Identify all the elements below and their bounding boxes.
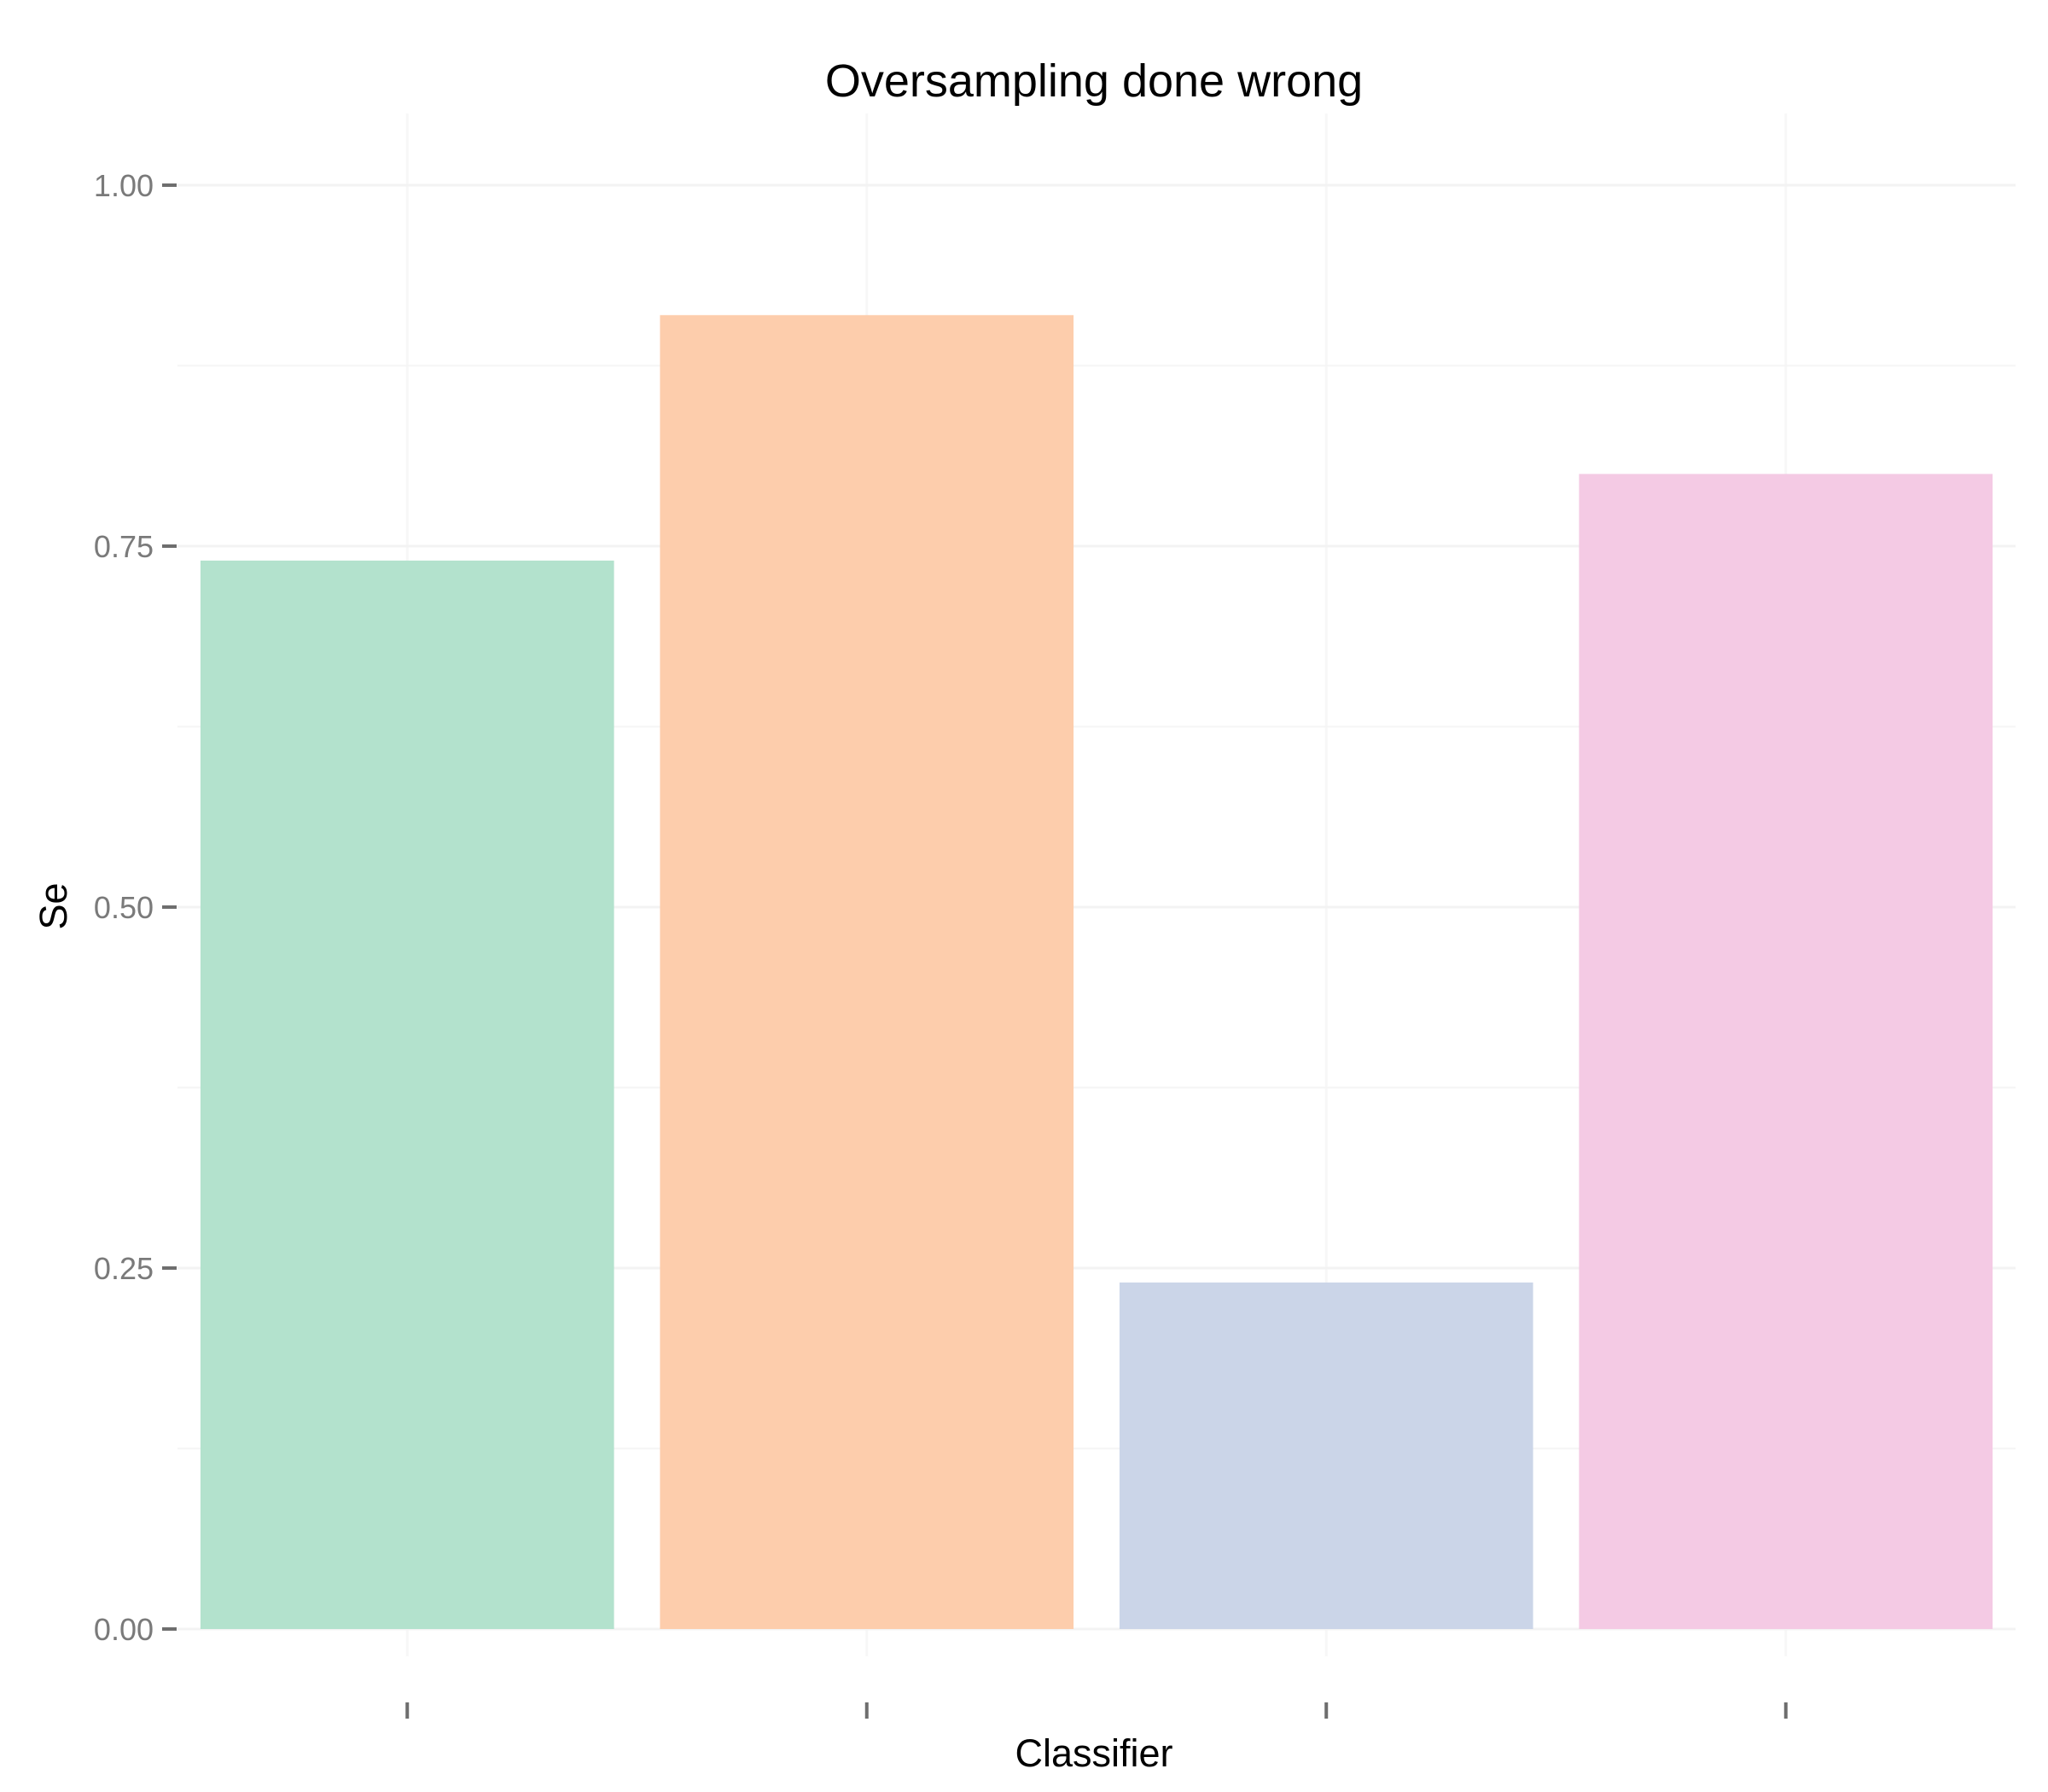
y-axis-title: Se — [32, 882, 75, 929]
x-axis-title: Classifier — [1015, 1731, 1172, 1775]
y-tick-label: 0.75 — [94, 529, 154, 564]
y-tick-label: 1.00 — [94, 168, 154, 203]
y-tick-label: 0.00 — [94, 1612, 154, 1647]
bar-layer — [200, 315, 1993, 1630]
bar — [200, 560, 614, 1630]
y-tick-label: 0.25 — [94, 1251, 154, 1286]
y-tick-label: 0.50 — [94, 890, 154, 925]
bar — [1119, 1282, 1533, 1629]
chart-title: Oversampling done wrong — [825, 55, 1363, 107]
axis-layer: 0.00 0.25 0.50 0.75 1.00 — [94, 168, 1788, 1719]
bar — [660, 315, 1074, 1629]
bar — [1579, 474, 1993, 1629]
